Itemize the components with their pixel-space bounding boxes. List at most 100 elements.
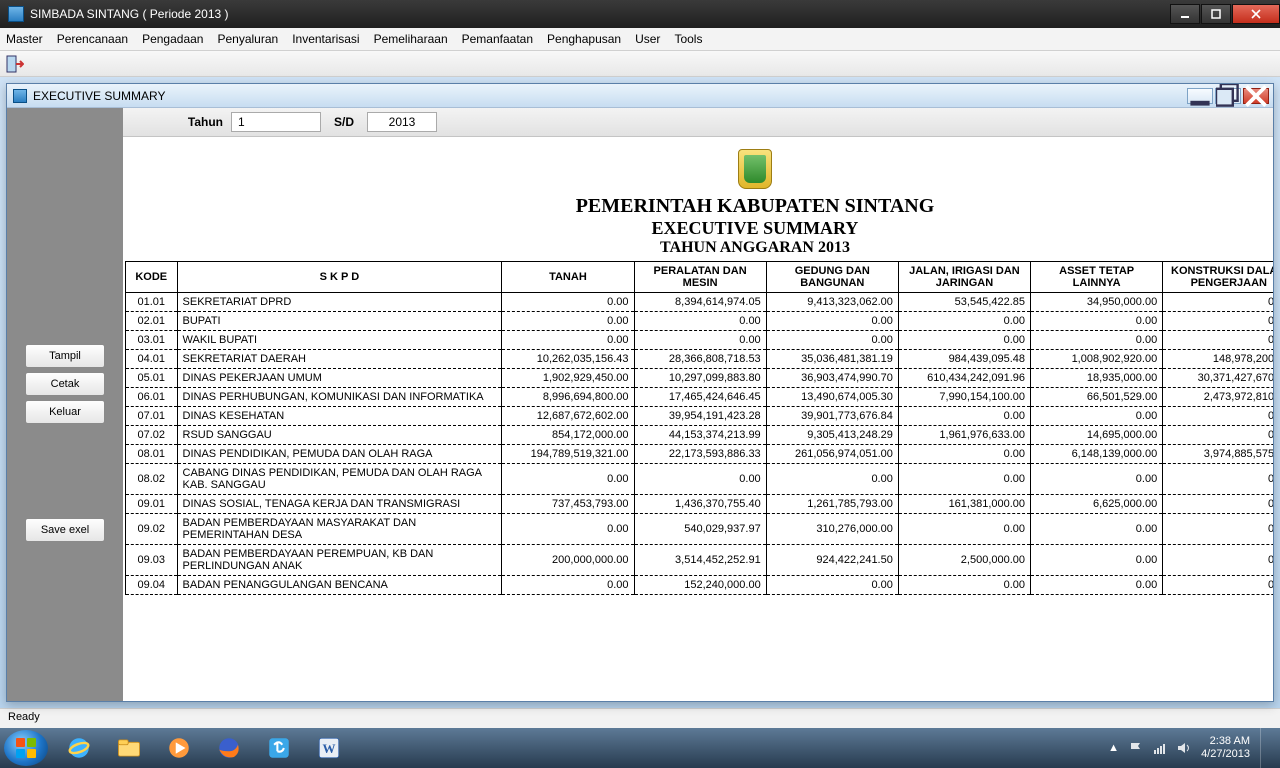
cell-skpd: CABANG DINAS PENDIDIKAN, PEMUDA DAN OLAH… [177, 464, 502, 495]
report-panel: Tahun S/D PEMERINTAH KABUPATEN SINTANG E… [123, 108, 1273, 701]
cell-gedung: 0.00 [766, 331, 898, 350]
menu-penghapusan[interactable]: Penghapusan [547, 32, 621, 46]
tray-flag-icon[interactable] [1129, 741, 1143, 755]
cell-skpd: SEKRETARIAT DPRD [177, 293, 502, 312]
cell-kode: 09.04 [126, 576, 178, 595]
cell-tanah: 8,996,694,800.00 [502, 388, 634, 407]
crest-icon [738, 149, 772, 189]
start-button[interactable] [4, 730, 48, 766]
cell-asset: 34,950,000.00 [1031, 293, 1163, 312]
save-exel-button[interactable]: Save exel [25, 518, 105, 542]
table-row: 09.04BADAN PENANGGULANGAN BENCANA0.00152… [126, 576, 1274, 595]
tray-clock[interactable]: 2:38 AM 4/27/2013 [1201, 735, 1250, 761]
taskbar-ie[interactable] [55, 731, 103, 765]
menu-user[interactable]: User [635, 32, 660, 46]
cell-konstruksi: 3,974,885,575.00 [1163, 445, 1273, 464]
cell-tanah: 194,789,519,321.00 [502, 445, 634, 464]
cell-skpd: BADAN PENANGGULANGAN BENCANA [177, 576, 502, 595]
menu-pemanfaatan[interactable]: Pemanfaatan [462, 32, 533, 46]
cell-kode: 05.01 [126, 369, 178, 388]
cell-peralatan: 17,465,424,646.45 [634, 388, 766, 407]
cell-asset: 0.00 [1031, 514, 1163, 545]
tampil-button[interactable]: Tampil [25, 344, 105, 368]
taskbar-mediaplayer[interactable] [155, 731, 203, 765]
year-to-input[interactable] [367, 112, 437, 132]
cell-gedung: 35,036,481,381.19 [766, 350, 898, 369]
window-maximize-button[interactable] [1201, 4, 1231, 24]
menu-master[interactable]: Master [6, 32, 43, 46]
cell-kode: 01.01 [126, 293, 178, 312]
year-from-input[interactable] [231, 112, 321, 132]
parameter-row: Tahun S/D [123, 108, 1273, 137]
cell-kode: 07.02 [126, 426, 178, 445]
table-row: 02.01BUPATI0.000.000.000.000.000.00 [126, 312, 1274, 331]
cell-gedung: 36,903,474,990.70 [766, 369, 898, 388]
cell-jalan: 0.00 [898, 445, 1030, 464]
cell-peralatan: 39,954,191,423.28 [634, 407, 766, 426]
table-row: 04.01SEKRETARIAT DAERAH10,262,035,156.43… [126, 350, 1274, 369]
cell-asset: 1,008,902,920.00 [1031, 350, 1163, 369]
col-jalan: JALAN, IRIGASI DAN JARINGAN [898, 262, 1030, 293]
child-window-title: EXECUTIVE SUMMARY [33, 89, 1187, 103]
menu-penyaluran[interactable]: Penyaluran [217, 32, 278, 46]
child-restore-button[interactable] [1215, 88, 1241, 104]
cell-peralatan: 44,153,374,213.99 [634, 426, 766, 445]
cell-asset: 0.00 [1031, 576, 1163, 595]
system-tray: ▲ 2:38 AM 4/27/2013 [1108, 728, 1276, 768]
menu-perencanaan[interactable]: Perencanaan [57, 32, 128, 46]
taskbar: W ▲ 2:38 AM 4/27/2013 [0, 728, 1280, 768]
cell-jalan: 0.00 [898, 514, 1030, 545]
cell-jalan: 7,990,154,100.00 [898, 388, 1030, 407]
cell-tanah: 200,000,000.00 [502, 545, 634, 576]
child-window-icon [13, 89, 27, 103]
cell-skpd: BUPATI [177, 312, 502, 331]
cell-peralatan: 10,297,099,883.80 [634, 369, 766, 388]
cell-peralatan: 8,394,614,974.05 [634, 293, 766, 312]
cell-konstruksi: 0.00 [1163, 464, 1273, 495]
keluar-button[interactable]: Keluar [25, 400, 105, 424]
windows-logo-icon [16, 738, 36, 758]
tray-volume-icon[interactable] [1177, 741, 1191, 755]
cell-skpd: DINAS KESEHATAN [177, 407, 502, 426]
cell-tanah: 0.00 [502, 331, 634, 350]
sd-label: S/D [329, 115, 359, 129]
titlebar: SIMBADA SINTANG ( Periode 2013 ) [0, 0, 1280, 28]
cell-peralatan: 3,514,452,252.91 [634, 545, 766, 576]
cell-tanah: 854,172,000.00 [502, 426, 634, 445]
menu-inventarisasi[interactable]: Inventarisasi [292, 32, 359, 46]
cell-gedung: 0.00 [766, 576, 898, 595]
child-close-button[interactable] [1243, 88, 1269, 104]
cell-konstruksi: 148,978,200.00 [1163, 350, 1273, 369]
show-desktop-button[interactable] [1260, 728, 1270, 768]
window-minimize-button[interactable] [1170, 4, 1200, 24]
table-row: 09.03BADAN PEMBERDAYAAN PEREMPUAN, KB DA… [126, 545, 1274, 576]
cell-konstruksi: 30,371,427,670.43 [1163, 369, 1273, 388]
col-skpd: S K P D [177, 262, 502, 293]
child-minimize-button[interactable] [1187, 88, 1213, 104]
report-scroll[interactable]: PEMERINTAH KABUPATEN SINTANG EXECUTIVE S… [123, 137, 1273, 701]
menu-tools[interactable]: Tools [674, 32, 702, 46]
taskbar-simbada[interactable] [255, 731, 303, 765]
menu-pengadaan[interactable]: Pengadaan [142, 32, 203, 46]
taskbar-word[interactable]: W [305, 731, 353, 765]
app-icon [8, 6, 24, 22]
cell-peralatan: 540,029,937.97 [634, 514, 766, 545]
cell-asset: 6,148,139,000.00 [1031, 445, 1163, 464]
cell-asset: 14,695,000.00 [1031, 426, 1163, 445]
cell-gedung: 310,276,000.00 [766, 514, 898, 545]
tray-chevron-icon[interactable]: ▲ [1108, 742, 1119, 754]
col-peralatan: PERALATAN DAN MESIN [634, 262, 766, 293]
window-close-button[interactable] [1232, 4, 1280, 24]
cell-tanah: 0.00 [502, 293, 634, 312]
exit-icon[interactable] [6, 55, 24, 73]
taskbar-explorer[interactable] [105, 731, 153, 765]
cell-skpd: BADAN PEMBERDAYAAN MASYARAKAT DAN PEMERI… [177, 514, 502, 545]
mdi-area: EXECUTIVE SUMMARY Tampil Cetak Keluar Sa… [0, 77, 1280, 708]
col-tanah: TANAH [502, 262, 634, 293]
tray-network-icon[interactable] [1153, 741, 1167, 755]
cell-gedung: 13,490,674,005.30 [766, 388, 898, 407]
cetak-button[interactable]: Cetak [25, 372, 105, 396]
taskbar-firefox[interactable] [205, 731, 253, 765]
menu-pemeliharaan[interactable]: Pemeliharaan [374, 32, 448, 46]
cell-jalan: 0.00 [898, 407, 1030, 426]
